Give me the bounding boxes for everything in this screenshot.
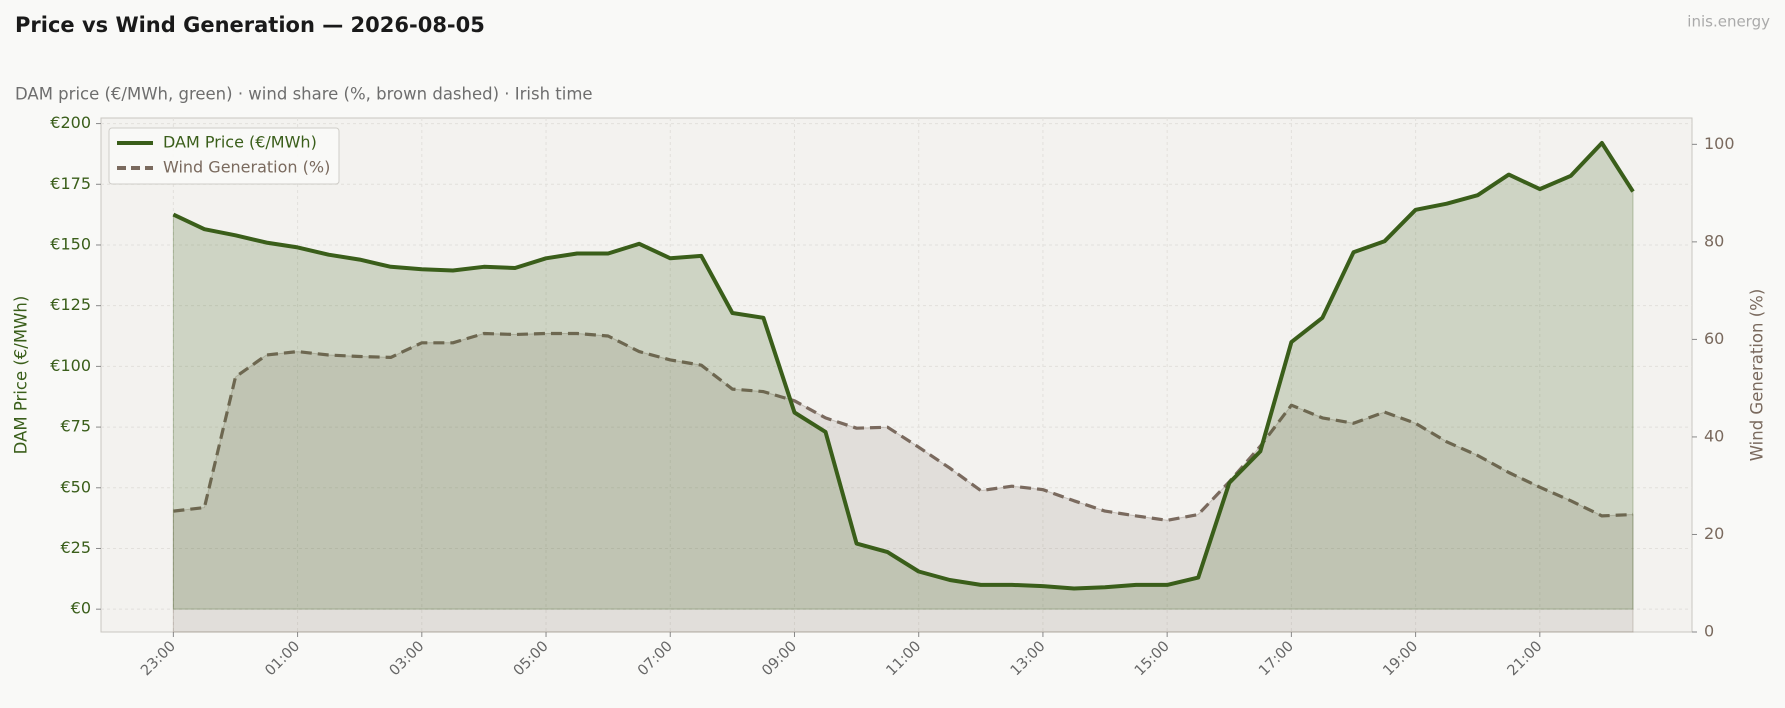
y2-tick-label: 80 — [1704, 231, 1724, 250]
x-tick-label: 13:00 — [1008, 638, 1049, 679]
y-tick-label: €100 — [50, 356, 91, 375]
y-tick-label: €50 — [60, 477, 91, 496]
x-tick-label: 17:00 — [1256, 638, 1297, 679]
x-tick-label: 01:00 — [262, 638, 303, 679]
y-tick-label: €25 — [60, 538, 91, 557]
x-tick-label: 09:00 — [759, 638, 800, 679]
x-tick-label: 07:00 — [635, 638, 676, 679]
y2-axis-label: Wind Generation (%) — [1748, 289, 1767, 462]
x-tick-label: 23:00 — [138, 638, 179, 679]
y-tick-label: €0 — [71, 599, 91, 618]
watermark: inis.energy — [1687, 13, 1770, 31]
legend-box — [108, 127, 340, 185]
x-tick-label: 19:00 — [1380, 638, 1421, 679]
line — [173, 331, 1634, 522]
chart-subtitle: DAM price (€/MWh, green) · wind share (%… — [15, 85, 593, 104]
legend-label: DAM Price (€/MWh) — [163, 133, 317, 152]
y2-tick-label: 40 — [1704, 426, 1724, 445]
x-tick-label: 15:00 — [1132, 638, 1173, 679]
chart-title: Price vs Wind Generation — 2026-08-05 — [15, 13, 485, 37]
y2-tick-label: 20 — [1704, 524, 1724, 543]
y-tick-label: €150 — [50, 234, 91, 253]
y2-tick-label: 0 — [1704, 622, 1714, 641]
y-tick-label: €125 — [50, 295, 91, 314]
y-tick-label: €200 — [50, 113, 91, 132]
y-tick-label: €175 — [50, 174, 91, 193]
x-tick-label: 03:00 — [387, 638, 428, 679]
legend-label: Wind Generation (%) — [163, 158, 330, 177]
y2-tick-label: 60 — [1704, 329, 1724, 348]
x-tick-label: 05:00 — [511, 638, 552, 679]
plot-area — [100, 117, 1693, 633]
y-axis-label: DAM Price (€/MWh) — [12, 296, 31, 455]
y-tick-label: €75 — [60, 417, 91, 436]
x-tick-label: 11:00 — [883, 638, 924, 679]
x-tick-label: 21:00 — [1505, 638, 1546, 679]
y2-tick-label: 100 — [1704, 134, 1735, 153]
line — [172, 141, 1635, 591]
